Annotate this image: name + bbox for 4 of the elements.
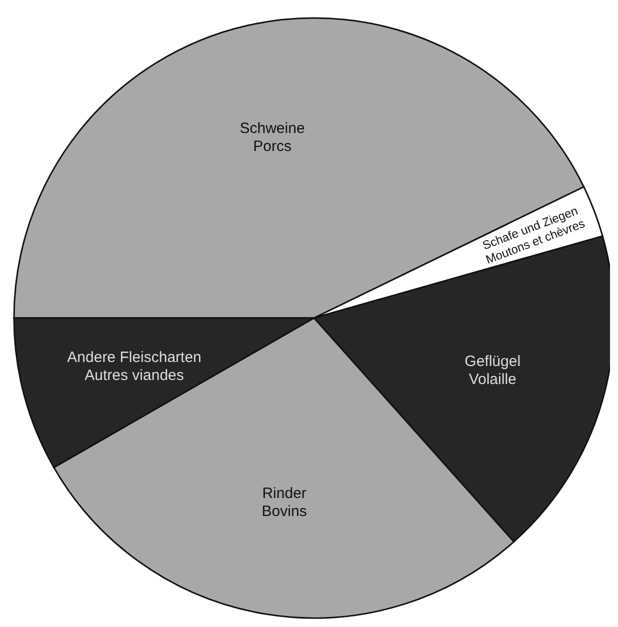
- slice-label: Andere Fleischarten Autres viandes: [67, 349, 202, 384]
- slice-label: Rinder Bovins: [262, 484, 307, 520]
- slice-label: Geflügel Volaille: [464, 353, 521, 388]
- slice-label: Schweine Porcs: [240, 120, 305, 155]
